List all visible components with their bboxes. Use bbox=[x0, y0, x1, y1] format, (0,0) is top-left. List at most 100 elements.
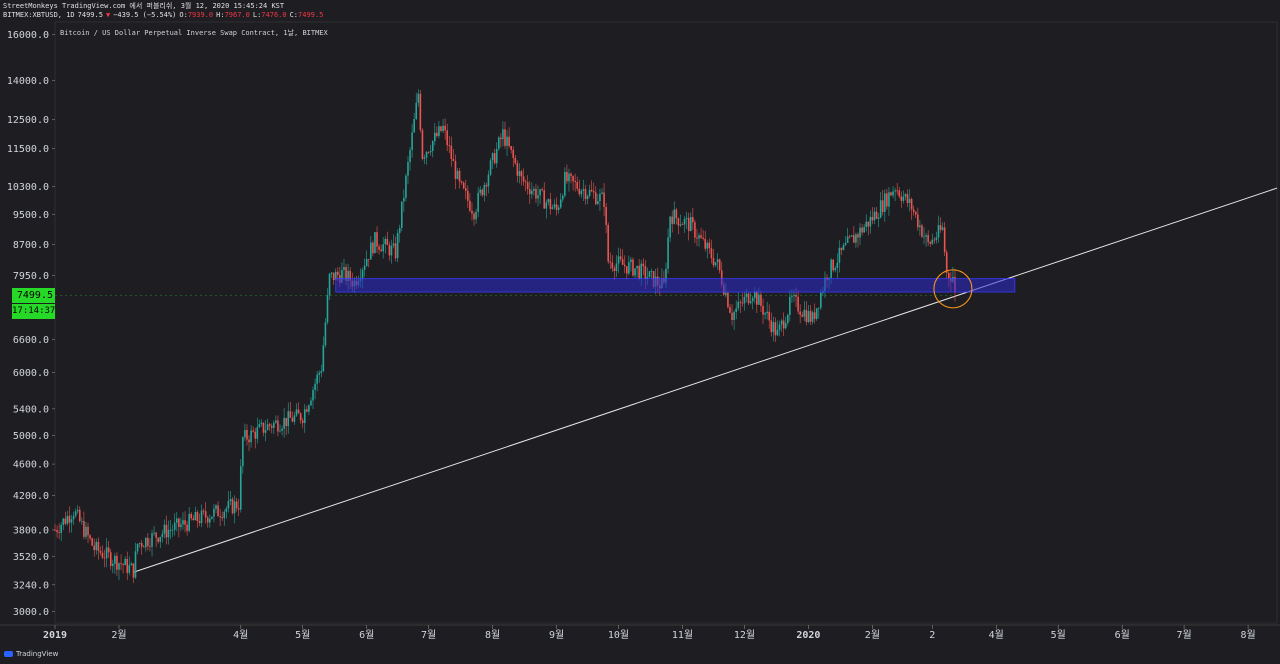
candle bbox=[776, 320, 779, 337]
candle bbox=[306, 405, 308, 413]
candle bbox=[246, 424, 248, 446]
candle bbox=[737, 292, 740, 311]
candle-body bbox=[766, 311, 768, 314]
candle-body bbox=[601, 192, 603, 194]
candle bbox=[301, 417, 304, 429]
candle-body bbox=[372, 242, 374, 254]
candle bbox=[582, 179, 585, 202]
candle-body bbox=[576, 182, 579, 189]
candle-body bbox=[103, 557, 106, 559]
candle-body bbox=[211, 516, 213, 519]
candle bbox=[231, 497, 234, 515]
candle-body bbox=[712, 258, 715, 266]
candle-body bbox=[318, 372, 321, 375]
candle bbox=[200, 504, 203, 528]
open-value: 7939.0 bbox=[187, 11, 214, 19]
candle-body bbox=[153, 532, 155, 534]
candle bbox=[869, 210, 872, 234]
candle-body bbox=[774, 322, 777, 336]
candle bbox=[316, 370, 318, 392]
candle-body bbox=[803, 309, 806, 317]
candle-body bbox=[285, 417, 287, 427]
candle bbox=[630, 257, 632, 272]
candle-body bbox=[343, 266, 345, 271]
candle bbox=[935, 231, 938, 244]
candle bbox=[489, 158, 492, 177]
high-value: 7967.0 bbox=[224, 11, 250, 19]
candle-body bbox=[526, 182, 529, 189]
candle-body bbox=[74, 511, 77, 516]
candle-body bbox=[180, 524, 182, 528]
candle bbox=[811, 310, 814, 325]
candle-body bbox=[186, 524, 188, 531]
y-tick-label: 4200.0 bbox=[13, 491, 49, 502]
candle-body bbox=[506, 136, 508, 146]
candle-body bbox=[886, 193, 888, 207]
candle bbox=[615, 255, 618, 277]
candle-body bbox=[83, 521, 85, 537]
candle bbox=[140, 539, 143, 555]
candle bbox=[442, 119, 444, 134]
candle bbox=[178, 517, 180, 538]
candle-body bbox=[336, 271, 339, 275]
candle-body bbox=[421, 129, 424, 159]
candle-body bbox=[475, 211, 477, 220]
candle-body bbox=[747, 293, 750, 304]
candle-body bbox=[683, 218, 686, 225]
candle-body bbox=[190, 513, 193, 519]
candle-body bbox=[553, 204, 556, 208]
candle-body bbox=[256, 427, 259, 439]
candle bbox=[114, 553, 116, 574]
candle bbox=[161, 529, 164, 543]
footer-brand[interactable]: TradingView bbox=[4, 650, 58, 658]
candle bbox=[727, 291, 729, 309]
candle-body bbox=[617, 256, 620, 264]
candle-body bbox=[132, 563, 135, 578]
candle-body bbox=[464, 188, 467, 191]
y-tick-label: 3520.0 bbox=[13, 552, 49, 563]
candle bbox=[448, 135, 451, 154]
candle-body bbox=[467, 190, 469, 201]
candle-body bbox=[873, 211, 876, 221]
candle-body bbox=[231, 499, 234, 514]
candle-body bbox=[630, 259, 632, 263]
y-tick-label: 6000.0 bbox=[13, 368, 49, 379]
candle bbox=[417, 89, 420, 107]
y-tick-label: 11500.0 bbox=[7, 144, 49, 155]
candle-body bbox=[462, 182, 465, 189]
candle-body bbox=[303, 409, 306, 424]
candle bbox=[493, 148, 496, 165]
x-tick-label: 2020 bbox=[796, 630, 820, 641]
candle bbox=[692, 207, 694, 231]
candle-body bbox=[398, 227, 401, 234]
candle bbox=[599, 188, 601, 212]
candle bbox=[64, 511, 67, 526]
candle bbox=[908, 188, 911, 212]
candle-body bbox=[295, 409, 298, 416]
candle bbox=[766, 301, 768, 320]
candle-body bbox=[537, 195, 539, 199]
candle-body bbox=[933, 239, 936, 241]
candle bbox=[312, 386, 314, 410]
candle bbox=[801, 311, 804, 318]
candle-body bbox=[869, 216, 872, 227]
candle bbox=[374, 231, 376, 254]
y-tick-label: 6600.0 bbox=[13, 335, 49, 346]
candle bbox=[834, 266, 837, 273]
candle-body bbox=[151, 533, 153, 547]
candle-body bbox=[206, 517, 209, 523]
candle bbox=[561, 193, 564, 203]
candle-body bbox=[935, 237, 938, 241]
candle bbox=[213, 504, 215, 523]
candle bbox=[941, 222, 944, 231]
candle-body bbox=[378, 246, 380, 250]
candle-body bbox=[400, 201, 403, 228]
candle-body bbox=[753, 291, 756, 298]
candle-body bbox=[262, 422, 265, 433]
candle-body bbox=[495, 148, 498, 164]
candle-body bbox=[66, 515, 69, 524]
candle bbox=[846, 227, 849, 243]
candle-body bbox=[939, 225, 942, 230]
candle-body bbox=[483, 184, 486, 196]
